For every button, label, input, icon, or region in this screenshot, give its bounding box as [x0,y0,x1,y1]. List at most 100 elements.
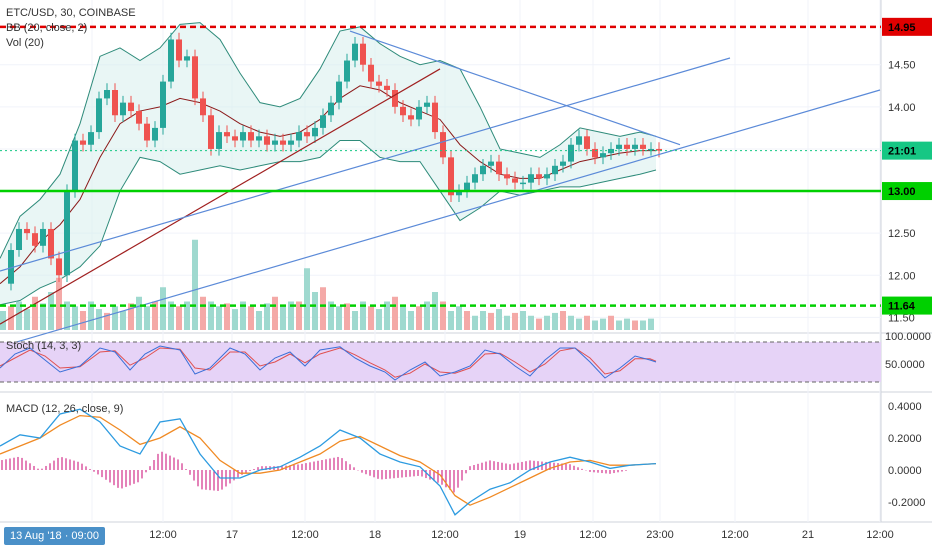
candle-body [488,161,494,166]
candle-body [296,132,302,141]
volume-bar [240,301,246,330]
stoch-k-line [0,345,657,381]
volume-bar [384,301,390,330]
time-tick-label: 12:00 [431,529,459,541]
volume-bar [352,311,358,330]
volume-bar [400,306,406,330]
price-tick-label: 12.00 [888,270,916,282]
volume-bar [320,287,326,330]
price-level-tag [882,141,932,160]
candle-body [128,102,134,112]
legend-macd: MACD (12, 26, close, 9) [6,403,124,415]
candle-body [8,250,14,284]
volume-bar [16,301,22,330]
volume-bar [32,296,38,330]
volume-bar [192,239,198,330]
volume-bar [264,303,270,330]
volume-bar [472,315,478,330]
time-tick-label: 12:00 [579,529,607,541]
volume-bar [536,318,542,330]
candle-body [240,132,246,141]
volume-bar [232,309,238,330]
volume-bar [24,309,30,330]
candle-body [440,132,446,158]
candle-body [232,136,238,141]
candle-body [472,174,478,183]
stoch-tick-label: 50.0000 [885,359,925,371]
candle-body [320,115,326,128]
candle-body [280,140,286,145]
price-level-tag [882,296,932,315]
volume-bar [48,292,54,330]
volume-bar [88,301,94,330]
price-level-tag [882,17,932,36]
volume-bar [568,315,574,330]
price-level-tag-label: 14.95 [888,22,916,34]
volume-bar [40,303,46,330]
volume-bar [128,303,134,330]
candle-body [480,165,486,175]
candle-body [416,106,422,120]
volume-bar [376,309,382,330]
candle-body [56,258,62,276]
volume-bar [80,311,86,330]
volume-bar [328,301,334,330]
trendline [0,68,441,325]
time-tick-label: 12:00 [291,529,319,541]
volume-bar [136,296,142,330]
volume-bar [72,306,78,330]
volume-bar [256,311,262,330]
volume-bar [632,320,638,330]
volume-bar [448,311,454,330]
volume-bar [56,277,62,330]
trendline [0,89,881,348]
legend-stoch: Stoch (14, 3, 3) [6,340,82,352]
candle-body [96,98,102,133]
candle-body [552,165,558,175]
candle-body [48,228,54,259]
volume-bar [456,306,462,330]
time-tick-label: 21 [802,529,814,541]
volume-bar [104,312,110,330]
trendline [0,57,731,272]
candle-body [40,228,46,246]
volume-bar [64,301,70,330]
volume-bar [624,318,630,330]
bb-lower-band [0,140,657,306]
candle-body [520,182,526,185]
time-tick-label: 19 [514,529,526,541]
volume-bar [368,306,374,330]
volume-bar [600,318,606,330]
volume-bar [608,315,614,330]
macd-tick-label: -0.2000 [888,497,925,509]
candle-body [24,228,30,234]
price-level-tag-label: 13.00 [888,186,916,198]
trendline [349,30,681,146]
legend-bb: BB (20, close, 2) [6,22,88,34]
candle-body [256,136,262,141]
volume-bar [248,306,254,330]
time-tick-label: 12:00 [721,529,749,541]
candle-body [656,148,662,151]
candle-body [152,127,158,141]
candle-body [616,144,622,149]
volume-bar [424,301,430,330]
volume-bar [616,320,622,330]
stoch-tick-label: 100.0000 [885,331,931,343]
candle-body [120,102,126,116]
volume-bar [504,315,510,330]
volume-bar [304,268,310,330]
volume-bar [432,292,438,330]
candle-body [424,102,430,107]
volume-bar [216,306,222,330]
volume-bar [464,311,470,330]
price-tick-label: 14.00 [888,102,916,114]
volume-bar [168,301,174,330]
volume-bar [336,306,342,330]
candle-body [144,123,150,141]
volume-bar [200,296,206,330]
candle-body [544,174,550,179]
volume-bar [296,301,302,330]
volume-bar [312,292,318,330]
